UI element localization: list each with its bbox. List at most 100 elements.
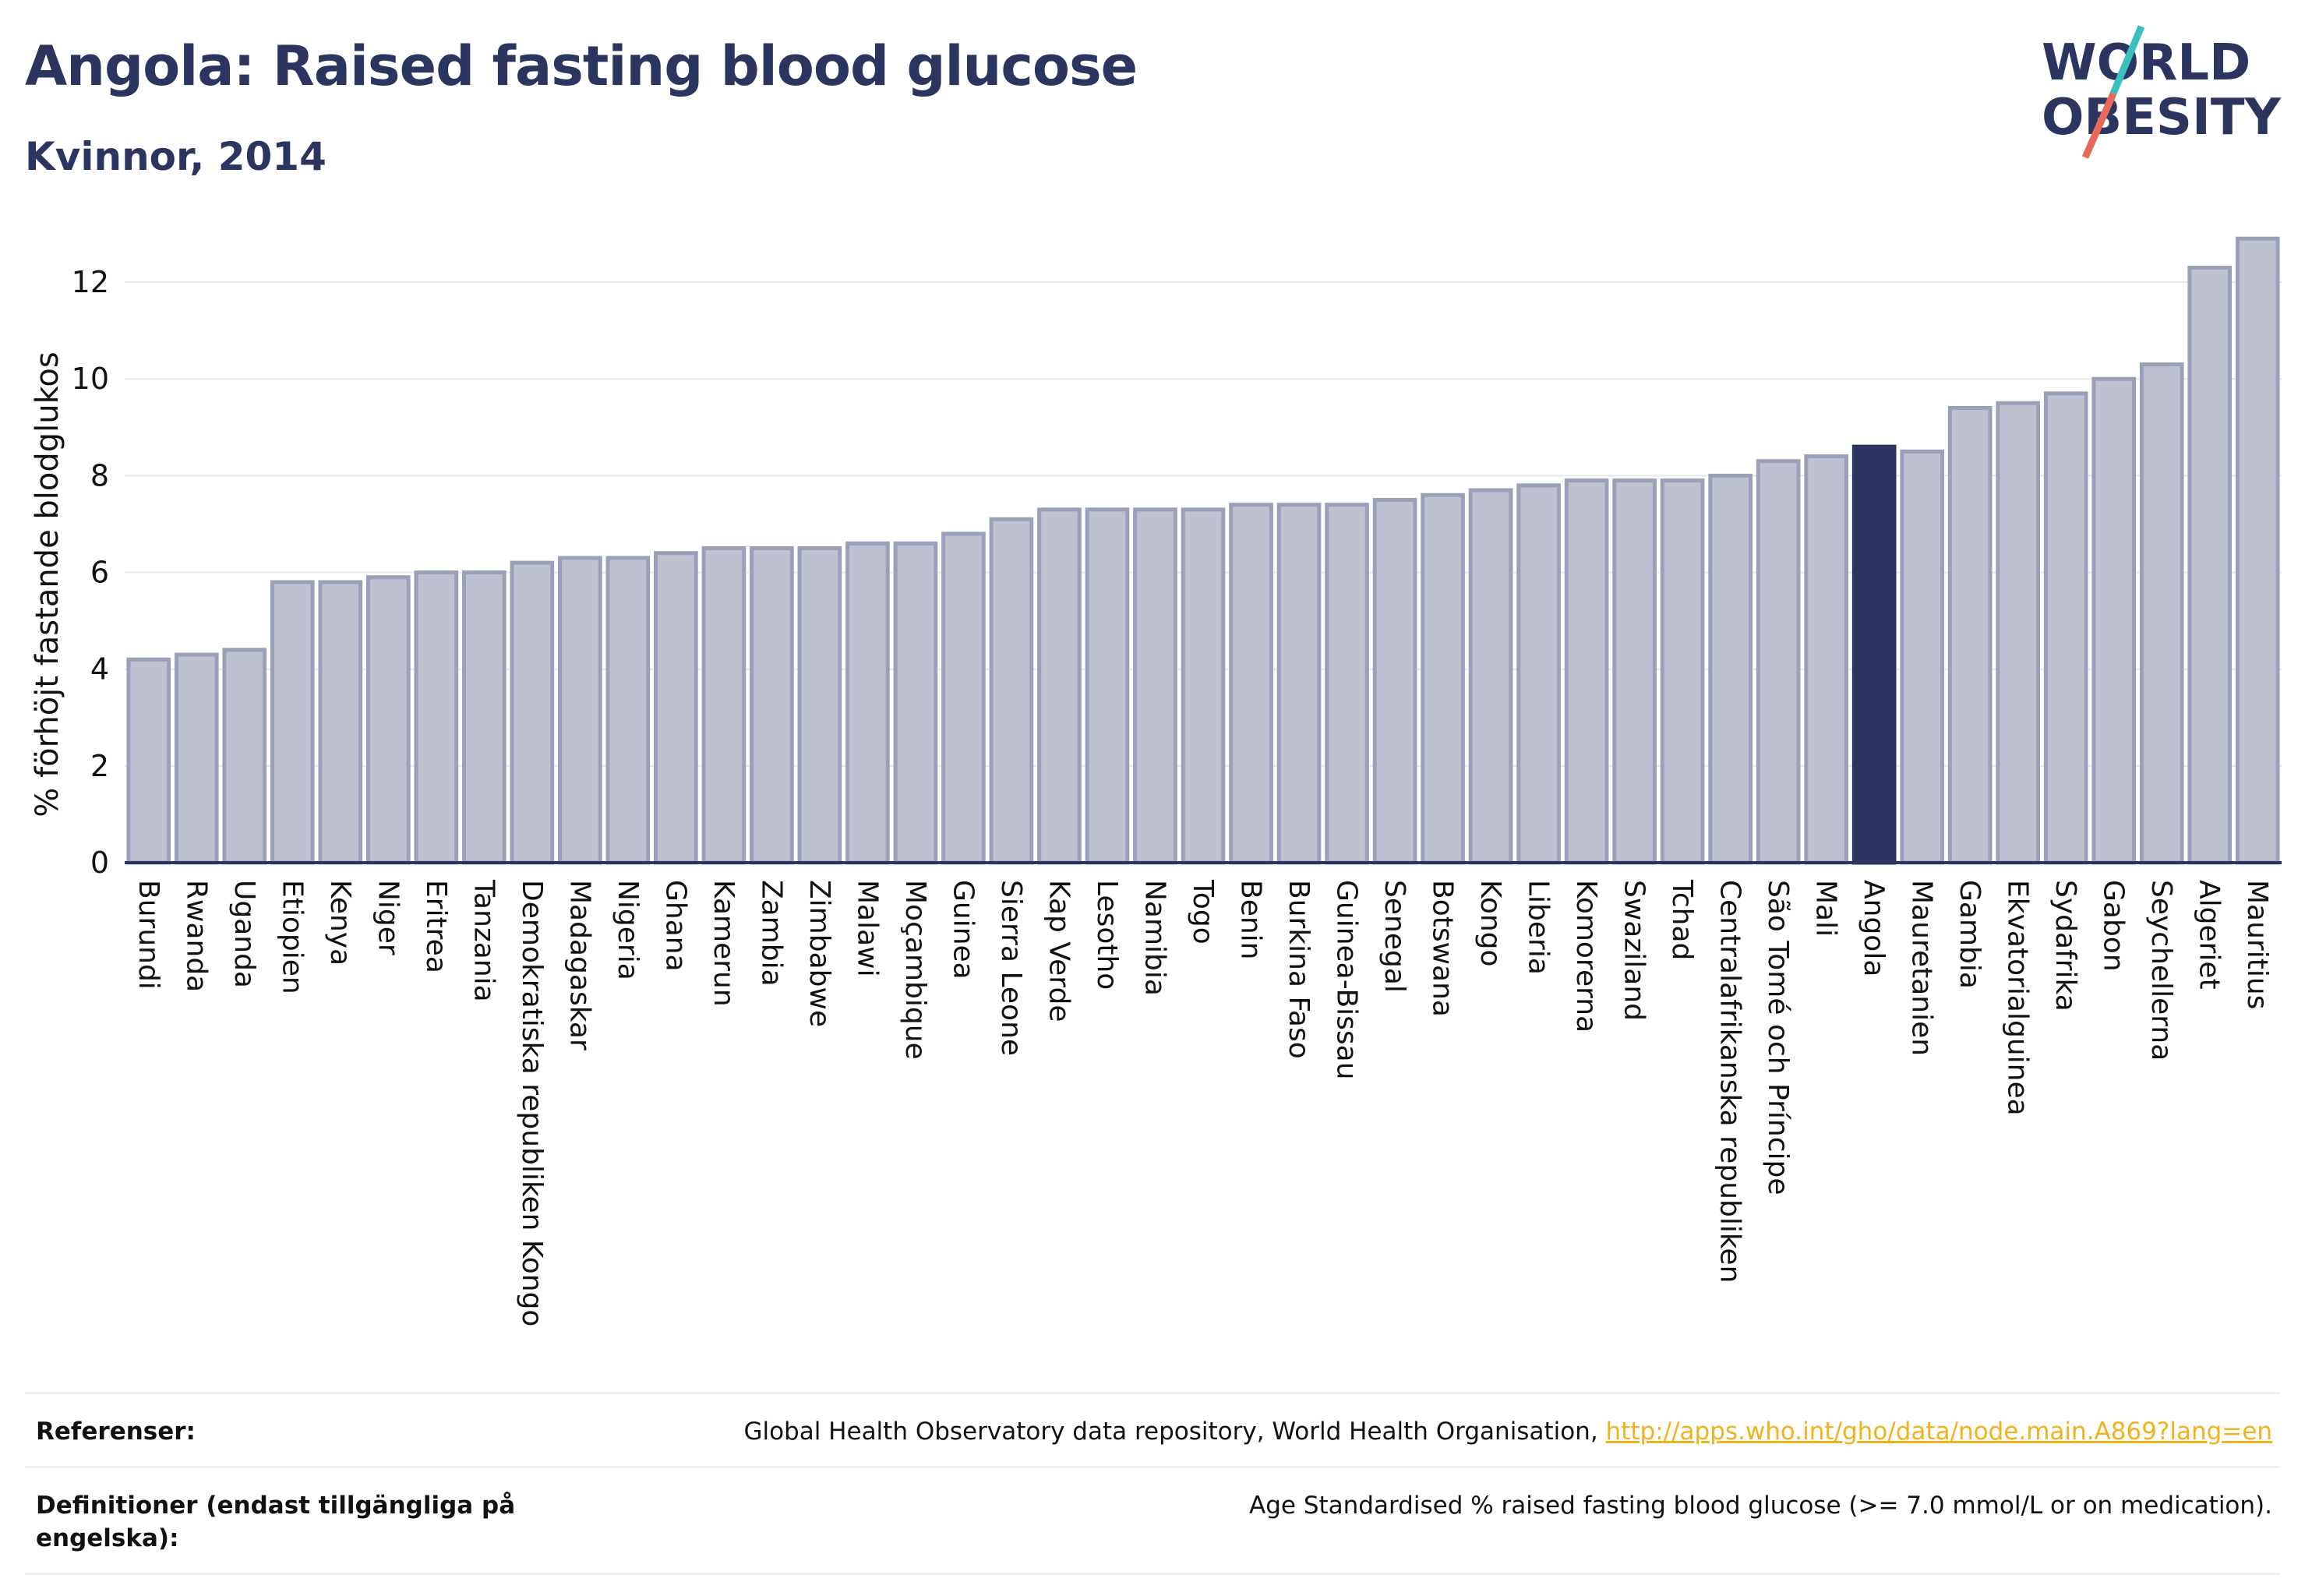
chart-subtitle: Kvinnor, 2014 bbox=[25, 134, 327, 179]
x-tick-label: Liberia bbox=[1523, 880, 1555, 975]
x-tick-label: Gabon bbox=[2098, 880, 2130, 972]
x-tick-label: Burundi bbox=[132, 880, 164, 990]
bar bbox=[1804, 454, 1848, 865]
x-tick-label: Mauretanien bbox=[1906, 880, 1938, 1056]
x-tick-label: Niger bbox=[372, 880, 404, 955]
bar bbox=[605, 556, 651, 865]
x-tick-label: São Tomé och Príncipe bbox=[1762, 880, 1794, 1195]
x-tick-label: Lesotho bbox=[1091, 880, 1123, 990]
bar bbox=[893, 541, 938, 865]
x-tick-label: Guinea bbox=[947, 880, 979, 980]
world-obesity-logo: WORLD OBESITY bbox=[2042, 25, 2281, 159]
x-tick-label: Namibia bbox=[1138, 880, 1170, 996]
x-tick-label: Benin bbox=[1235, 880, 1267, 959]
logo-slash-red bbox=[2081, 92, 2117, 159]
x-tick-label: Guinea-Bissau bbox=[1331, 880, 1363, 1080]
bar bbox=[1276, 503, 1322, 865]
x-tick-label: Senegal bbox=[1378, 880, 1410, 993]
bar bbox=[1037, 507, 1082, 865]
x-tick-label: Angola bbox=[1858, 880, 1890, 976]
x-tick-label: Tchad bbox=[1666, 879, 1698, 960]
bar bbox=[2091, 376, 2137, 865]
x-tick-label: Rwanda bbox=[180, 880, 212, 992]
bar bbox=[2187, 265, 2233, 865]
bar bbox=[365, 575, 411, 865]
references-value: Global Health Observatory data repositor… bbox=[743, 1416, 2272, 1449]
definitions-row: Definitioner (endast tillgängliga på eng… bbox=[25, 1465, 2280, 1575]
x-tick-label: Uganda bbox=[228, 880, 260, 988]
x-tick-label: Malawi bbox=[851, 880, 883, 977]
bar bbox=[989, 517, 1034, 865]
references-text: Global Health Observatory data repositor… bbox=[743, 1418, 1606, 1446]
x-tick-label: Eritrea bbox=[420, 880, 452, 973]
y-tick-label: 10 bbox=[72, 362, 109, 396]
references-link[interactable]: http://apps.who.int/gho/data/node.main.A… bbox=[1605, 1418, 2272, 1446]
bar-chart: 0 2 4 6 8 10 12 Burundi Rwanda Uganda Etiopien Ken… bbox=[30, 236, 2282, 1326]
bar bbox=[1612, 478, 1657, 865]
bar bbox=[1229, 503, 1273, 865]
bar bbox=[1756, 459, 1801, 865]
x-tick-label: Ghana bbox=[659, 880, 691, 972]
bars-layer bbox=[125, 236, 2282, 865]
bar bbox=[558, 556, 602, 865]
x-tick-label: Burkina Faso bbox=[1283, 880, 1315, 1059]
chart-title: Angola: Raised fasting blood glucose bbox=[25, 34, 1138, 98]
references-label: Referenser: bbox=[36, 1418, 196, 1446]
definitions-value: Age Standardised % raised fasting blood … bbox=[1249, 1491, 2272, 1520]
bar bbox=[126, 657, 171, 865]
bar bbox=[318, 580, 363, 865]
x-tick-label: Algeriet bbox=[2194, 880, 2226, 990]
y-tick-label: 12 bbox=[72, 265, 109, 299]
x-tick-label: Botswana bbox=[1427, 880, 1459, 1017]
bar-highlight bbox=[1851, 444, 1897, 865]
x-tick-label: Mauritius bbox=[2241, 880, 2273, 1009]
x-tick-label: Kongo bbox=[1474, 880, 1506, 967]
x-tick-label: Swaziland bbox=[1618, 880, 1650, 1021]
logo-slash-teal bbox=[2109, 25, 2145, 95]
bar bbox=[1708, 473, 1753, 865]
y-tick-label: 8 bbox=[90, 458, 109, 493]
y-tick-label: 6 bbox=[90, 556, 109, 590]
bar bbox=[1900, 449, 1945, 865]
bar bbox=[941, 531, 986, 865]
x-tick-label: Zimbabwe bbox=[803, 880, 835, 1027]
x-tick-label: Mali bbox=[1810, 880, 1842, 937]
bar bbox=[701, 546, 747, 865]
x-tick-label: Nigeria bbox=[612, 880, 644, 980]
x-tick-label: Moçambique bbox=[899, 880, 931, 1060]
x-tick-label: Etiopien bbox=[276, 880, 308, 994]
bar bbox=[1516, 483, 1561, 865]
bar bbox=[1996, 401, 2041, 865]
bar bbox=[750, 546, 794, 865]
bar bbox=[797, 546, 842, 865]
y-axis-label: % förhöjt fastande blodglukos bbox=[30, 351, 65, 817]
y-tick-labels: 0 2 4 6 8 10 12 bbox=[72, 265, 109, 880]
logo-text-obesity: OBESITY bbox=[2042, 89, 2281, 147]
definitions-label: Definitioner (endast tillgängliga på eng… bbox=[36, 1491, 516, 1552]
x-tick-label: Sierra Leone bbox=[995, 880, 1027, 1056]
x-tick-label: Gambia bbox=[1954, 880, 1986, 989]
bar bbox=[1133, 507, 1177, 865]
bar bbox=[845, 541, 890, 865]
bar bbox=[270, 580, 315, 865]
bar bbox=[1421, 493, 1465, 865]
logo-text-world: WORLD bbox=[2042, 34, 2250, 92]
x-tick-label: Kamerun bbox=[708, 880, 740, 1007]
bar bbox=[2235, 236, 2280, 865]
x-tick-label: Madagaskar bbox=[563, 880, 595, 1050]
footer: Referenser: Global Health Observatory da… bbox=[25, 1392, 2280, 1575]
bar bbox=[1468, 488, 1513, 865]
references-row: Referenser: Global Health Observatory da… bbox=[25, 1392, 2280, 1466]
x-tick-label: Kap Verde bbox=[1043, 880, 1075, 1022]
bar bbox=[1564, 478, 1609, 865]
x-tick-label: Sydafrika bbox=[2049, 880, 2081, 1012]
bar bbox=[2139, 362, 2184, 865]
bar bbox=[1085, 507, 1130, 865]
bar bbox=[1660, 478, 1705, 865]
bar bbox=[174, 652, 219, 865]
y-tick-label: 2 bbox=[90, 749, 109, 783]
bar bbox=[414, 570, 459, 865]
bar bbox=[654, 551, 698, 865]
x-tick-label: Tanzania bbox=[468, 879, 499, 1002]
x-tick-label: Togo bbox=[1187, 879, 1219, 945]
